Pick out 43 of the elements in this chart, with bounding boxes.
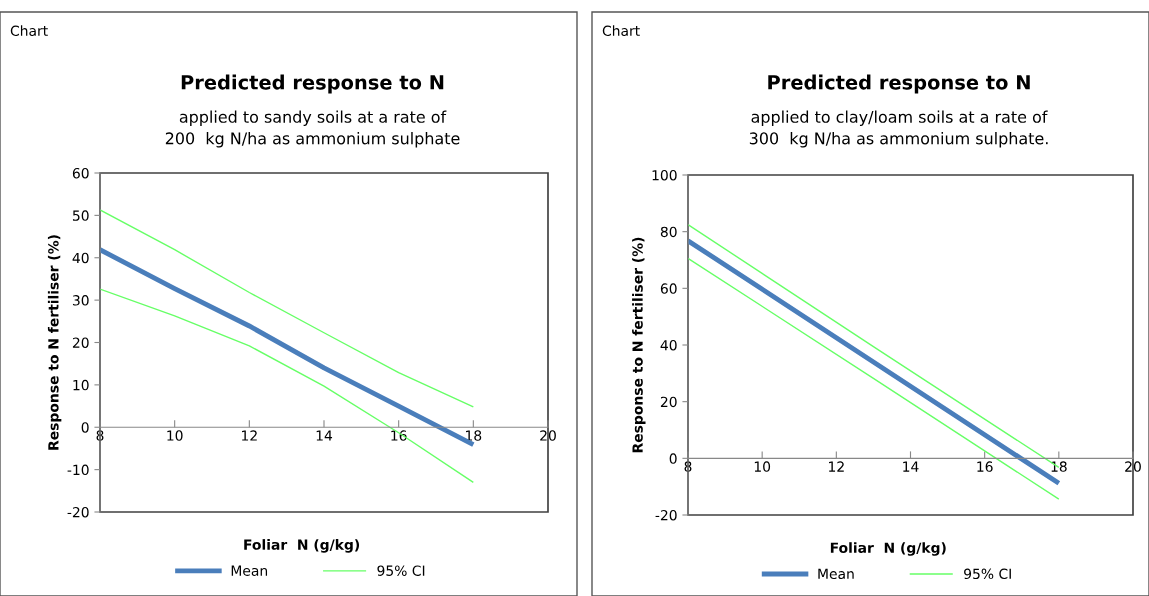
x-tick-label: 14	[316, 430, 333, 441]
y-axis-title: Response to N fertiliser (%)	[47, 235, 62, 450]
y-tick-label: 20	[660, 396, 677, 408]
x-tick-label: 10	[754, 461, 771, 472]
y-tick-label: 30	[72, 295, 89, 306]
chart-title: Predicted response to N	[768, 74, 1030, 94]
x-tick-label: 18	[466, 430, 482, 441]
x-tick-label: 12	[829, 461, 844, 472]
y-tick-label: 40	[660, 339, 677, 351]
x-axis-title: Foliar N (g/kg)	[244, 539, 360, 553]
y-tick-label: 20	[72, 337, 89, 348]
chart-subtitle: applied to clay/loam soils at a rate of 300 kg N/ha as ammonium sulphate.	[749, 110, 1048, 148]
y-tick-label: 10	[73, 379, 89, 391]
text: Chart	[10, 25, 48, 37]
x-tick-label: 8	[684, 461, 692, 472]
x-tick-label: 16	[977, 461, 993, 472]
y-tick-label: -20	[655, 509, 677, 521]
y-tick-label: 0	[81, 422, 89, 433]
x-tick-label: 16	[391, 430, 407, 441]
chart-subtitle: applied to sandy soils at a rate of 200 kg N/ha as ammonium sulphate	[165, 110, 460, 148]
y-tick-label: 60	[72, 167, 89, 179]
legend-label: Mean	[231, 565, 268, 576]
x-tick-label: 10	[167, 430, 183, 441]
y-tick-label: 60	[660, 283, 677, 294]
y-tick-label: 50	[72, 210, 89, 221]
chart-title: Predicted response to N	[181, 74, 444, 94]
legend-label: 95% CI	[377, 565, 425, 576]
x-tick-label: 8	[96, 430, 104, 441]
y-tick-label: -10	[67, 464, 89, 476]
legend-label: 95% CI	[964, 568, 1011, 580]
x-tick-label: 12	[242, 430, 257, 441]
x-tick-label: 18	[1051, 461, 1067, 472]
y-axis-title: Response to N fertiliser (%)	[632, 237, 646, 453]
legend-label: Mean	[818, 568, 854, 580]
y-tick-label: 0	[669, 453, 677, 464]
y-tick-label: 40	[72, 252, 89, 264]
text: Chart	[602, 25, 640, 37]
x-axis-title: Foliar N (g/kg)	[830, 542, 946, 556]
y-tick-label: 100	[652, 169, 677, 181]
y-tick-label: 80	[660, 226, 677, 238]
line-series	[100, 209, 475, 408]
y-tick-label: -20	[67, 506, 89, 518]
x-tick-label: 14	[903, 461, 919, 472]
